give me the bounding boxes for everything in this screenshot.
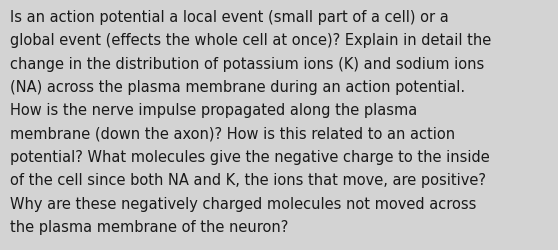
Text: potential? What molecules give the negative charge to the inside: potential? What molecules give the negat… [10,150,490,164]
Text: global event (effects the whole cell at once)? Explain in detail the: global event (effects the whole cell at … [10,33,491,48]
Text: How is the nerve impulse propagated along the plasma: How is the nerve impulse propagated alon… [10,103,417,118]
Text: of the cell since both NA and K, the ions that move, are positive?: of the cell since both NA and K, the ion… [10,173,486,188]
Text: change in the distribution of potassium ions (K) and sodium ions: change in the distribution of potassium … [10,56,484,72]
Text: Why are these negatively charged molecules not moved across: Why are these negatively charged molecul… [10,196,477,211]
Text: the plasma membrane of the neuron?: the plasma membrane of the neuron? [10,219,288,234]
Text: Is an action potential a local event (small part of a cell) or a: Is an action potential a local event (sm… [10,10,449,25]
Text: membrane (down the axon)? How is this related to an action: membrane (down the axon)? How is this re… [10,126,455,141]
Text: (NA) across the plasma membrane during an action potential.: (NA) across the plasma membrane during a… [10,80,465,95]
